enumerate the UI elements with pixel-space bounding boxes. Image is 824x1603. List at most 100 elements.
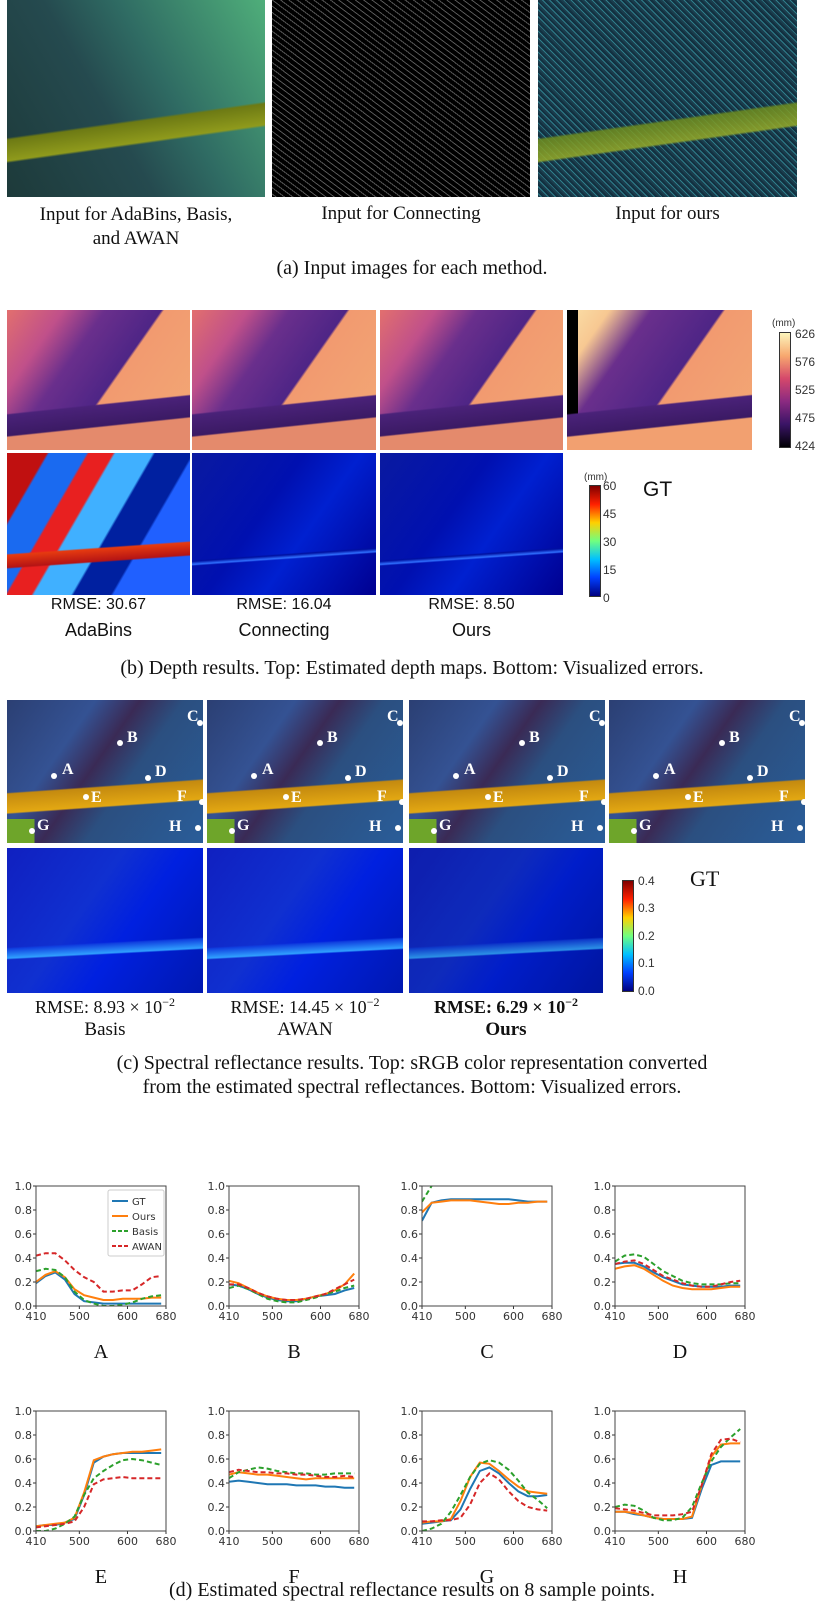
sample-point-label: H bbox=[771, 818, 784, 835]
chart-title: B bbox=[287, 1341, 300, 1363]
chart-A: 0.0 0.2 0.4 0.6 0.8 1.0 410 500 600 680 A GT Ours Bas… bbox=[15, 1180, 177, 1363]
plot-frame bbox=[614, 1410, 746, 1532]
y-tick-label: 0.6 bbox=[594, 1228, 612, 1241]
legend-label: Ours bbox=[132, 1212, 156, 1223]
chart-title: D bbox=[673, 1341, 687, 1363]
sample-point-label: E bbox=[91, 789, 102, 806]
gt-label-depth: GT bbox=[643, 478, 673, 501]
sample-point-label: B bbox=[529, 729, 540, 746]
y-tick-label: 0.8 bbox=[208, 1429, 226, 1442]
series-line-gt bbox=[36, 1271, 162, 1305]
y-tick-label: 0.6 bbox=[15, 1228, 33, 1241]
x-tick-label: 410 bbox=[605, 1535, 626, 1548]
legend-label: AWAN bbox=[132, 1242, 162, 1253]
sample-point-dot bbox=[799, 720, 805, 726]
y-tick-label: 1.0 bbox=[15, 1405, 33, 1418]
y-tick-label: 1.0 bbox=[208, 1180, 226, 1193]
x-tick-label: 410 bbox=[605, 1310, 626, 1323]
y-tick-label: 1.0 bbox=[594, 1405, 612, 1418]
sample-point-dot bbox=[283, 794, 289, 800]
sample-point-dot bbox=[195, 825, 201, 831]
y-tick-label: 1.0 bbox=[208, 1405, 226, 1418]
y-tick-label: 0.8 bbox=[401, 1204, 419, 1217]
sample-point-dot bbox=[547, 775, 553, 781]
reflectance-srgb-gt: A B C D E F G H bbox=[609, 700, 805, 843]
series-line-ours bbox=[422, 1199, 548, 1214]
error-colorbar-tick: 0.1 bbox=[638, 956, 655, 970]
depth-colorbar-tick: 424 bbox=[795, 439, 816, 453]
reflectance-srgb-ours: A B C D E F G H bbox=[409, 700, 605, 843]
caption-d: (d) Estimated spectral reflectance resul… bbox=[169, 1579, 655, 1601]
x-tick-label: 680 bbox=[349, 1310, 370, 1323]
sample-point-label: E bbox=[693, 789, 704, 806]
x-tick-label: 600 bbox=[503, 1535, 524, 1548]
depth-error-connecting bbox=[192, 453, 376, 595]
legend-label: Basis bbox=[132, 1227, 158, 1238]
x-tick-label: 410 bbox=[412, 1535, 433, 1548]
error-colorbar-depth bbox=[589, 485, 601, 597]
method-ours-reflectance: Ours bbox=[485, 1019, 527, 1040]
series-line-awan bbox=[229, 1278, 355, 1301]
series-line-awan bbox=[36, 1252, 162, 1293]
y-tick-label: 0.0 bbox=[15, 1300, 33, 1313]
series-line-gt bbox=[229, 1283, 355, 1303]
series-line-ours bbox=[36, 1270, 162, 1301]
x-tick-label: 680 bbox=[349, 1535, 370, 1548]
y-tick-label: 0.0 bbox=[594, 1525, 612, 1538]
series-line-ours bbox=[615, 1442, 741, 1520]
plot-frame bbox=[228, 1410, 360, 1532]
depth-error-ours bbox=[380, 453, 563, 595]
depth-map-ours bbox=[380, 310, 563, 450]
series-line-ours bbox=[229, 1471, 355, 1481]
error-colorbar-tick: 0.4 bbox=[638, 874, 655, 888]
gt-label-reflectance: GT bbox=[690, 866, 720, 891]
y-tick-label: 0.4 bbox=[594, 1477, 612, 1490]
sample-point-label: G bbox=[237, 817, 250, 834]
sample-point-dot bbox=[599, 720, 605, 726]
series-line-gt bbox=[422, 1198, 548, 1222]
y-tick-label: 0.6 bbox=[208, 1453, 226, 1466]
y-tick-label: 0.4 bbox=[401, 1252, 419, 1265]
depth-colorbar-unit: (mm) bbox=[772, 318, 796, 329]
sample-point-dot bbox=[345, 775, 351, 781]
sample-point-label: H bbox=[369, 818, 382, 835]
chart-title: E bbox=[95, 1566, 107, 1588]
error-colorbar-reflectance bbox=[622, 880, 634, 992]
sample-point-dot bbox=[601, 799, 605, 805]
chart-E: 0.0 0.2 0.4 0.6 0.8 1.0 410 500 600 680 E bbox=[15, 1405, 177, 1588]
sample-point-dot bbox=[229, 828, 235, 834]
sample-point-dot bbox=[719, 740, 725, 746]
x-tick-label: 500 bbox=[648, 1535, 669, 1548]
x-tick-label: 500 bbox=[69, 1310, 90, 1323]
x-tick-label: 600 bbox=[310, 1310, 331, 1323]
y-tick-label: 0.4 bbox=[594, 1252, 612, 1265]
rmse-basis: RMSE: 8.93 × 10−2 bbox=[35, 995, 175, 1017]
x-tick-label: 600 bbox=[696, 1535, 717, 1548]
rmse-connecting: RMSE: 16.04 bbox=[236, 596, 332, 613]
y-tick-label: 0.0 bbox=[15, 1525, 33, 1538]
y-tick-label: 0.8 bbox=[15, 1204, 33, 1217]
y-tick-label: 0.0 bbox=[208, 1300, 226, 1313]
x-tick-label: 680 bbox=[156, 1535, 177, 1548]
sample-point-label: E bbox=[291, 789, 302, 806]
series-line-basis bbox=[422, 1185, 433, 1203]
input-image-connecting bbox=[272, 0, 530, 197]
sample-point-dot bbox=[395, 825, 401, 831]
y-tick-label: 0.8 bbox=[15, 1429, 33, 1442]
chart-title: A bbox=[94, 1341, 109, 1363]
y-tick-label: 0.4 bbox=[401, 1477, 419, 1490]
y-tick-label: 0.0 bbox=[401, 1525, 419, 1538]
series-line-awan bbox=[422, 1472, 548, 1523]
plot-frame bbox=[35, 1410, 167, 1532]
y-tick-label: 0.6 bbox=[594, 1453, 612, 1466]
plot-frame bbox=[421, 1185, 553, 1307]
depth-map-connecting bbox=[192, 310, 376, 450]
depth-colorbar-tick: 576 bbox=[795, 355, 816, 369]
x-tick-label: 600 bbox=[696, 1310, 717, 1323]
sample-point-dot bbox=[317, 740, 323, 746]
x-tick-label: 410 bbox=[26, 1535, 47, 1548]
x-tick-label: 410 bbox=[26, 1310, 47, 1323]
error-colorbar-tick: 0 bbox=[603, 591, 610, 605]
sample-point-label: B bbox=[127, 729, 138, 746]
sample-point-dot bbox=[397, 720, 403, 726]
